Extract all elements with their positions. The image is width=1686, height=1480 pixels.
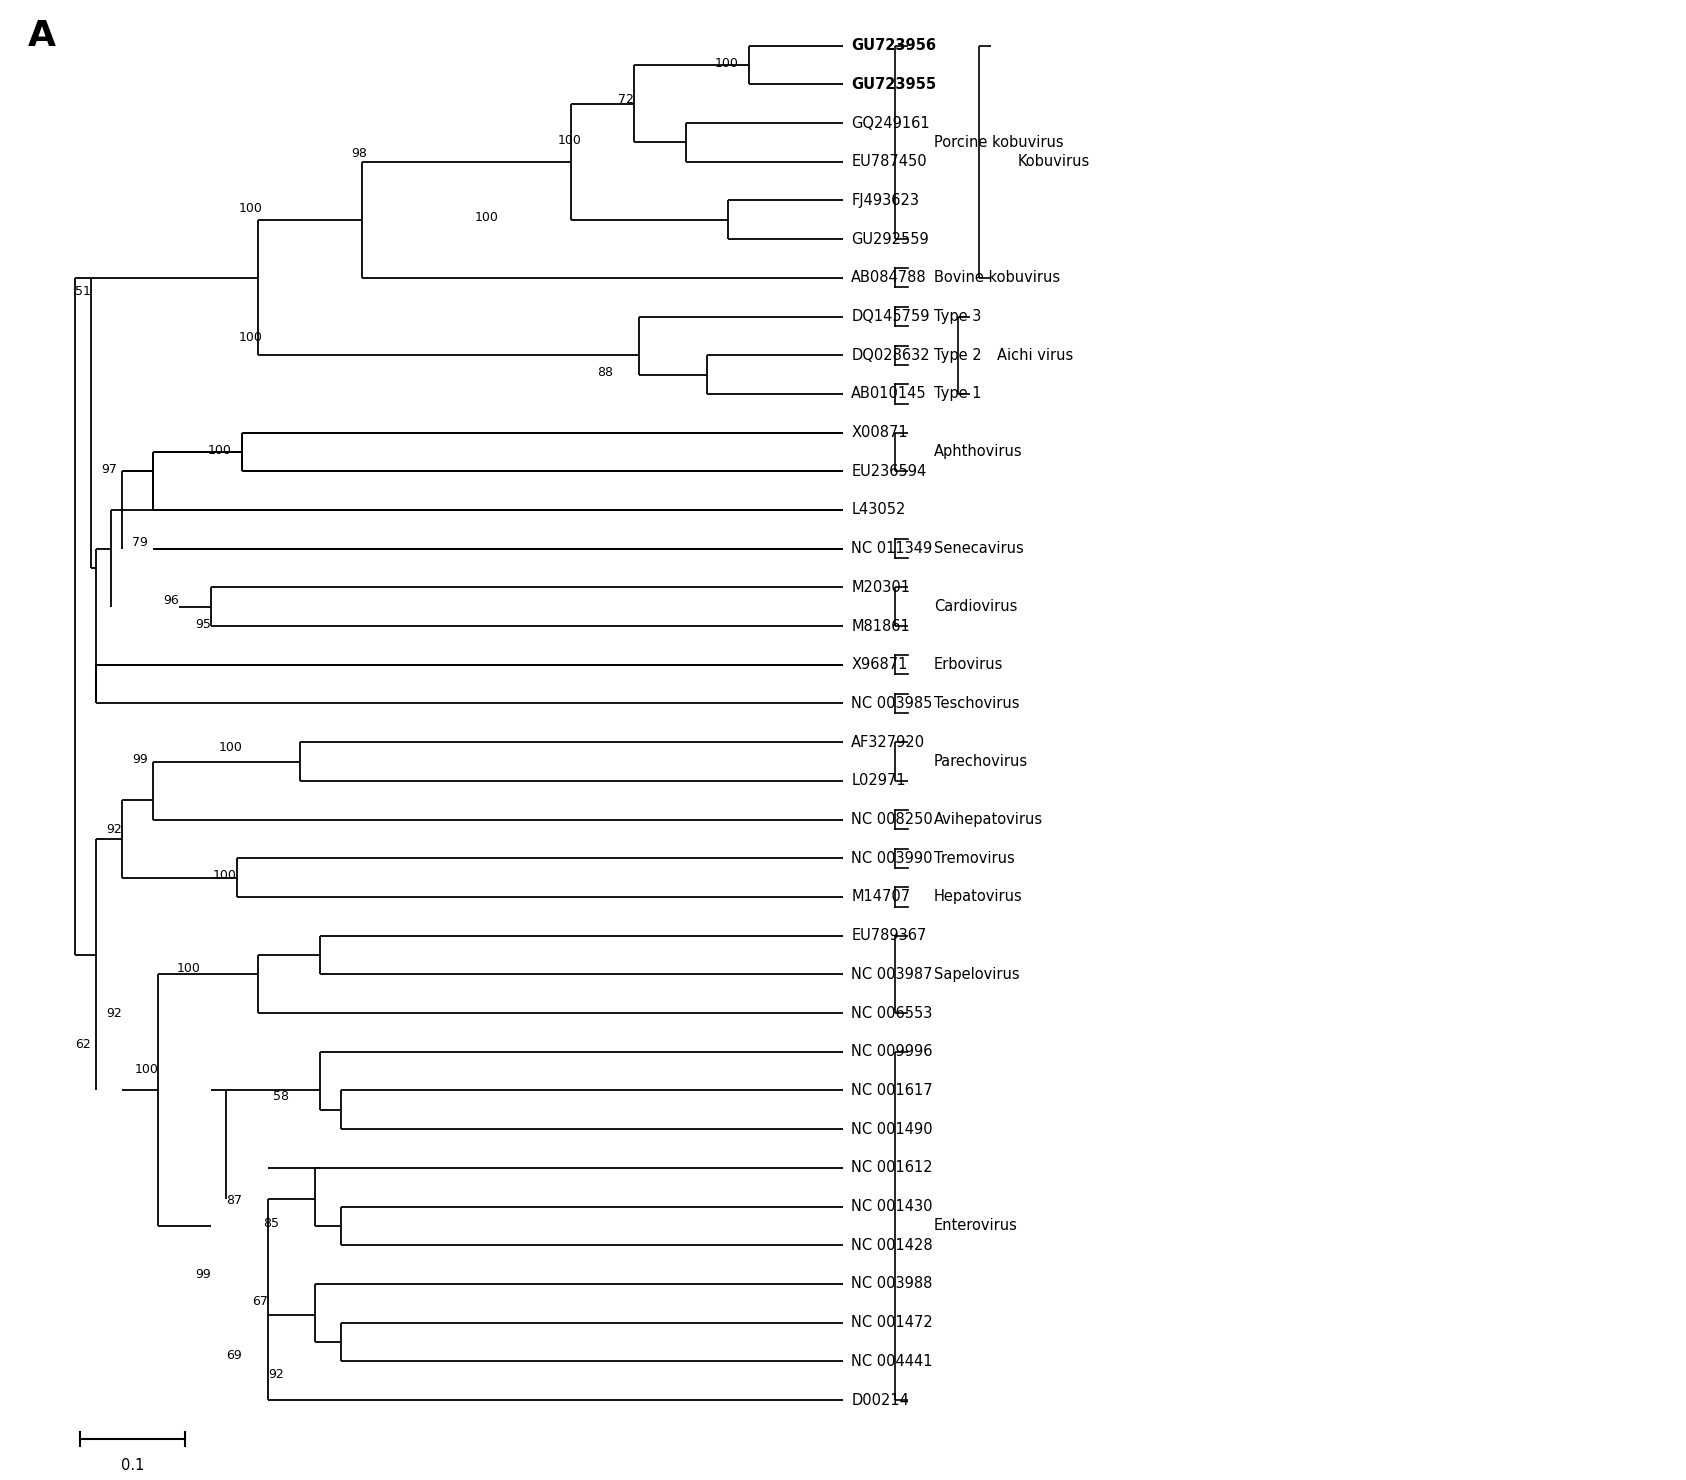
- Text: 87: 87: [226, 1194, 243, 1208]
- Text: 69: 69: [226, 1348, 243, 1362]
- Text: M14707: M14707: [851, 889, 910, 904]
- Text: NC 001430: NC 001430: [851, 1199, 932, 1214]
- Text: M81861: M81861: [851, 619, 910, 633]
- Text: 100: 100: [239, 201, 263, 215]
- Text: EU789367: EU789367: [851, 928, 927, 943]
- Text: 58: 58: [273, 1089, 288, 1103]
- Text: AB010145: AB010145: [851, 386, 927, 401]
- Text: GU292559: GU292559: [851, 232, 929, 247]
- Text: 100: 100: [177, 962, 201, 975]
- Text: DQ028632: DQ028632: [851, 348, 931, 363]
- Text: GU723956: GU723956: [851, 38, 936, 53]
- Text: 67: 67: [253, 1295, 268, 1308]
- Text: 98: 98: [352, 148, 368, 160]
- Text: Aichi virus: Aichi virus: [996, 348, 1072, 363]
- Text: Erbovirus: Erbovirus: [934, 657, 1003, 672]
- Text: 99: 99: [196, 1268, 211, 1280]
- Text: 99: 99: [132, 753, 148, 767]
- Text: EU787450: EU787450: [851, 154, 927, 169]
- Text: 72: 72: [619, 93, 634, 107]
- Text: Type 2: Type 2: [934, 348, 981, 363]
- Text: NC 003990: NC 003990: [851, 851, 932, 866]
- Text: 92: 92: [106, 823, 121, 836]
- Text: L43052: L43052: [851, 503, 905, 518]
- Text: 100: 100: [217, 741, 243, 755]
- Text: 51: 51: [74, 284, 91, 297]
- Text: GU723955: GU723955: [851, 77, 936, 92]
- Text: 100: 100: [135, 1063, 158, 1076]
- Text: NC 004441: NC 004441: [851, 1354, 932, 1369]
- Text: 79: 79: [132, 536, 148, 549]
- Text: 97: 97: [101, 463, 116, 477]
- Text: L02971: L02971: [851, 774, 905, 789]
- Text: Enterovirus: Enterovirus: [934, 1218, 1018, 1233]
- Text: NC 003985: NC 003985: [851, 696, 932, 710]
- Text: NC 006553: NC 006553: [851, 1005, 932, 1021]
- Text: X00871: X00871: [851, 425, 909, 440]
- Text: 62: 62: [74, 1037, 91, 1051]
- Text: 85: 85: [263, 1218, 278, 1230]
- Text: Tremovirus: Tremovirus: [934, 851, 1015, 866]
- Text: X96871: X96871: [851, 657, 907, 672]
- Text: 88: 88: [597, 366, 614, 379]
- Text: 96: 96: [164, 595, 179, 607]
- Text: 92: 92: [268, 1369, 283, 1381]
- Text: Senecavirus: Senecavirus: [934, 542, 1023, 556]
- Text: NC 001490: NC 001490: [851, 1122, 932, 1137]
- Text: NC 003987: NC 003987: [851, 966, 932, 981]
- Text: NC 001428: NC 001428: [851, 1237, 932, 1252]
- Text: Avihepatovirus: Avihepatovirus: [934, 813, 1044, 827]
- Text: Hepatovirus: Hepatovirus: [934, 889, 1023, 904]
- Text: 100: 100: [239, 332, 263, 345]
- Text: 0.1: 0.1: [121, 1458, 143, 1473]
- Text: NC 009996: NC 009996: [851, 1045, 932, 1060]
- Text: 100: 100: [558, 135, 582, 147]
- Text: 100: 100: [212, 869, 236, 882]
- Text: 100: 100: [715, 56, 738, 70]
- Text: Porcine kobuvirus: Porcine kobuvirus: [934, 135, 1064, 149]
- Text: Bovine kobuvirus: Bovine kobuvirus: [934, 271, 1060, 286]
- Text: Kobuvirus: Kobuvirus: [1018, 154, 1089, 169]
- Text: M20301: M20301: [851, 580, 910, 595]
- Text: GQ249161: GQ249161: [851, 115, 931, 130]
- Text: EU236594: EU236594: [851, 463, 927, 480]
- Text: Parechovirus: Parechovirus: [934, 753, 1028, 770]
- Text: NC 011349: NC 011349: [851, 542, 932, 556]
- Text: Teschovirus: Teschovirus: [934, 696, 1020, 710]
- Text: AB084788: AB084788: [851, 271, 927, 286]
- Text: A: A: [29, 19, 56, 53]
- Text: NC 008250: NC 008250: [851, 813, 932, 827]
- Text: Aphthovirus: Aphthovirus: [934, 444, 1022, 459]
- Text: NC 001472: NC 001472: [851, 1316, 932, 1331]
- Text: NC 003988: NC 003988: [851, 1276, 932, 1292]
- Text: NC 001617: NC 001617: [851, 1083, 932, 1098]
- Text: FJ493623: FJ493623: [851, 192, 919, 207]
- Text: 95: 95: [196, 617, 211, 630]
- Text: Sapelovirus: Sapelovirus: [934, 966, 1020, 981]
- Text: Type 1: Type 1: [934, 386, 981, 401]
- Text: DQ145759: DQ145759: [851, 309, 931, 324]
- Text: 100: 100: [474, 212, 497, 225]
- Text: Type 3: Type 3: [934, 309, 981, 324]
- Text: AF327920: AF327920: [851, 734, 926, 750]
- Text: D00214: D00214: [851, 1393, 909, 1407]
- Text: 92: 92: [106, 1006, 121, 1020]
- Text: NC 001612: NC 001612: [851, 1160, 932, 1175]
- Text: 100: 100: [207, 444, 231, 456]
- Text: Cardiovirus: Cardiovirus: [934, 599, 1017, 614]
